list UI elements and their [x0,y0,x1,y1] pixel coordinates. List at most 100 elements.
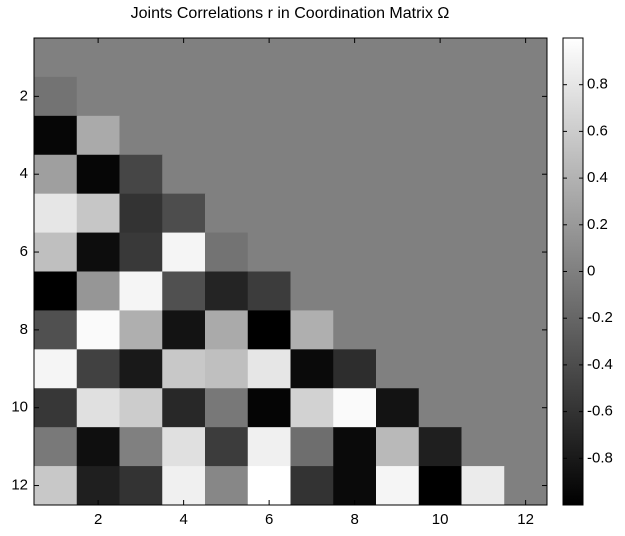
cell [76,193,120,234]
cell [205,388,249,428]
cell [205,193,249,234]
cell [34,76,78,117]
cell [162,349,206,389]
cell [119,232,163,272]
cell [162,271,206,311]
x-tick-label: 8 [350,511,358,528]
cell [247,349,291,389]
cell [461,310,505,350]
cell [290,349,334,389]
cell [461,427,505,467]
cell [205,310,249,350]
cell [205,271,249,311]
cell [290,193,334,234]
cell [418,38,462,78]
cell [119,154,163,195]
cell [376,310,420,350]
cell [34,38,78,78]
cell [162,154,206,195]
cell [34,388,78,428]
cell [247,232,291,272]
cell [205,466,249,506]
cell [34,466,78,506]
colorbar-tick-label: 0.6 [587,122,608,139]
cell [205,232,249,272]
cell [290,232,334,272]
cell [119,349,163,389]
cell [247,427,291,467]
cell [290,154,334,195]
cell [290,115,334,156]
cell [290,466,334,506]
cell [461,193,505,234]
cell [461,115,505,156]
cell [461,76,505,117]
cell [376,427,420,467]
cell [290,310,334,350]
colorbar-tick-label: 0.4 [587,169,608,186]
cell [418,115,462,156]
cell [162,115,206,156]
cell [162,232,206,272]
cell [418,232,462,272]
plot-frame [33,37,548,506]
cell [205,427,249,467]
cell [461,349,505,389]
cell [119,466,163,506]
cell [290,76,334,117]
cell [76,388,120,428]
cell [376,232,420,272]
cell [333,76,377,117]
cell [504,154,548,195]
cell [205,76,249,117]
y-tick-label: 10 [11,399,28,416]
y-tick-label: 12 [11,477,28,494]
y-tick-label: 8 [20,321,28,338]
cell [76,271,120,311]
cell [76,466,120,506]
cell [34,427,78,467]
x-tick-label: 2 [94,511,102,528]
cell [376,115,420,156]
colorbar-tick-label: 0 [587,262,595,279]
cell [333,232,377,272]
cell [247,193,291,234]
cell [205,154,249,195]
cell [504,349,548,389]
cell [247,310,291,350]
cell [333,115,377,156]
x-tick-label: 6 [265,511,273,528]
cell [333,271,377,311]
cell [504,232,548,272]
colorbar-tick-label: -0.2 [587,309,613,326]
cell [205,349,249,389]
cell [34,349,78,389]
cell [162,427,206,467]
cell [504,427,548,467]
cell [333,310,377,350]
cell [376,271,420,311]
cell [461,466,505,506]
cell [504,38,548,78]
cell [76,76,120,117]
cell [119,38,163,78]
cell [376,38,420,78]
cell [76,38,120,78]
cell [162,466,206,506]
cell [333,38,377,78]
cell [247,76,291,117]
cell [247,466,291,506]
cell [333,349,377,389]
cell [119,115,163,156]
colorbar-tick-label: -0.8 [587,449,613,466]
cell [162,193,206,234]
cell [76,427,120,467]
cell [290,427,334,467]
cell [247,388,291,428]
cell [162,310,206,350]
cell [461,388,505,428]
cell [333,427,377,467]
y-tick-label: 6 [20,243,28,260]
